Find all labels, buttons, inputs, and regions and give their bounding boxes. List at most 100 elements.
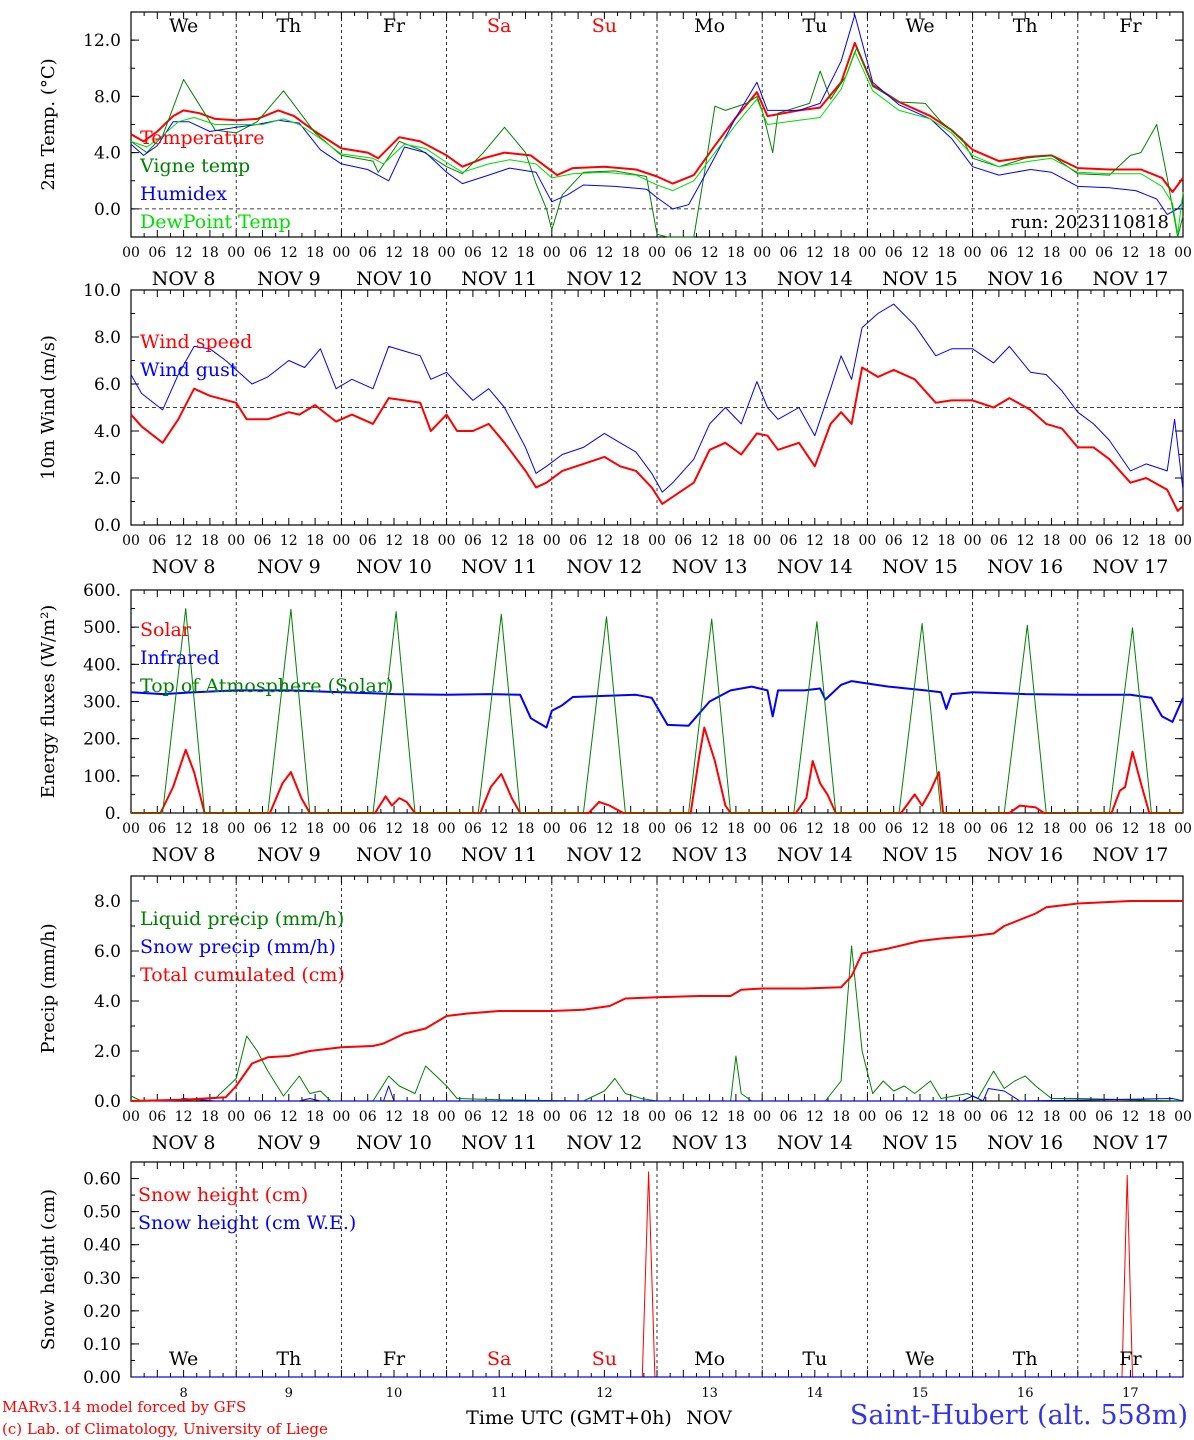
legend-entry: Wind speed	[140, 331, 252, 353]
date-label: NOV 13	[672, 1132, 748, 1154]
legend-entry: Snow height (cm)	[138, 1184, 308, 1206]
day-name-label: Sa	[487, 15, 511, 37]
y-tick-label: 0.30	[83, 1269, 121, 1289]
hour-label: 18	[201, 1109, 219, 1125]
hour-label: 06	[674, 1109, 692, 1125]
hour-label: 00	[122, 533, 140, 549]
hour-label: 12	[806, 533, 824, 549]
hour-label: 12	[280, 245, 298, 261]
station-title: Saint-Hubert (alt. 558m)	[849, 1400, 1188, 1431]
hour-label: 06	[885, 245, 903, 261]
hour-label: 00	[648, 1109, 666, 1125]
hour-label: 18	[1043, 533, 1061, 549]
hour-label: 12	[1016, 245, 1034, 261]
y-axis-label: 2m Temp. (°C)	[38, 58, 59, 190]
date-label: NOV 8	[152, 268, 216, 290]
day-name-label: We	[905, 1348, 934, 1370]
y-tick-label: 0.20	[83, 1302, 121, 1322]
hour-label: 18	[411, 533, 429, 549]
hour-label: 00	[227, 1109, 245, 1125]
hour-label: 12	[1016, 533, 1034, 549]
date-label: NOV 17	[1092, 556, 1168, 578]
hour-label: 12	[911, 1109, 929, 1125]
hour-label: 00	[227, 821, 245, 837]
hour-label: 00	[753, 821, 771, 837]
hour-label: 00	[964, 821, 982, 837]
hour-label: 06	[148, 1109, 166, 1125]
hour-label: 12	[806, 821, 824, 837]
hour-label: 12	[490, 1109, 508, 1125]
hour-label: 18	[201, 821, 219, 837]
date-label: NOV 12	[566, 556, 642, 578]
hour-label: 18	[411, 245, 429, 261]
day-number-label: 12	[596, 1386, 613, 1401]
y-tick-label: 8.0	[94, 328, 121, 348]
y-tick-label: 4.0	[94, 422, 121, 442]
hour-label: 06	[254, 1109, 272, 1125]
hour-label: 06	[359, 245, 377, 261]
y-tick-label: 0.0	[94, 516, 121, 536]
hour-label: 12	[1121, 1109, 1139, 1125]
y-axis-label: Energy fluxes (W/m²)	[38, 605, 59, 799]
hour-label: 12	[280, 533, 298, 549]
hour-label: 12	[1121, 245, 1139, 261]
hour-label: 18	[727, 1109, 745, 1125]
hour-label: 00	[438, 245, 456, 261]
y-tick-label: 200.	[83, 730, 121, 750]
series-line-wind-gust	[130, 303, 1184, 493]
hour-label: 06	[254, 245, 272, 261]
date-label: NOV 15	[882, 268, 958, 290]
hour-label: 06	[569, 533, 587, 549]
day-name-label: We	[169, 1348, 198, 1370]
hour-label: 18	[1148, 533, 1166, 549]
date-label: NOV 8	[152, 1132, 216, 1154]
y-tick-label: 10.0	[83, 281, 121, 301]
hour-label: 06	[885, 821, 903, 837]
hour-label: 00	[332, 245, 350, 261]
day-name-label: Sa	[487, 1348, 511, 1370]
hour-label: 18	[937, 533, 955, 549]
day-number-label: 14	[807, 1386, 824, 1401]
hour-label: 06	[148, 821, 166, 837]
hour-label: 18	[306, 533, 324, 549]
date-label: NOV 8	[152, 844, 216, 866]
legend-entry: Wind gust	[140, 359, 238, 381]
hour-label: 12	[595, 1109, 613, 1125]
day-name-label: Th	[1013, 1348, 1038, 1370]
hour-label: 06	[148, 533, 166, 549]
panel-5: 0.00 0.10 0.20 0.30 0.40 0.50 0.60 Snow height …	[38, 1161, 1184, 1429]
date-label: NOV 10	[356, 556, 432, 578]
date-label: NOV 12	[566, 844, 642, 866]
y-tick-label: 4.0	[94, 144, 121, 164]
hour-label: 12	[490, 821, 508, 837]
date-label: NOV 15	[882, 556, 958, 578]
date-label: NOV 9	[257, 268, 321, 290]
y-tick-label: 0.10	[83, 1335, 121, 1355]
legend-entry: Total cumulated (cm)	[140, 964, 345, 986]
date-label: NOV 14	[777, 268, 853, 290]
hour-label: 06	[780, 245, 798, 261]
hour-label: 06	[254, 533, 272, 549]
series-line-top-of-atmosphere-solar	[131, 608, 1183, 814]
y-tick-label: 600.	[83, 581, 121, 601]
hour-label: 00	[332, 821, 350, 837]
hour-label: 06	[990, 1109, 1008, 1125]
hour-label: 12	[490, 533, 508, 549]
day-name-label: Su	[592, 1348, 617, 1370]
day-number-label: 10	[386, 1386, 403, 1401]
day-number-label: 8	[179, 1386, 187, 1401]
date-label: NOV 9	[257, 556, 321, 578]
hour-label: 12	[1121, 533, 1139, 549]
hour-label: 18	[832, 533, 850, 549]
hour-label: 12	[175, 1109, 193, 1125]
hour-label: 06	[780, 1109, 798, 1125]
hour-label: 06	[674, 533, 692, 549]
x-axis-unit: NOV	[686, 1407, 732, 1429]
date-label: NOV 10	[356, 268, 432, 290]
hour-label: 00	[648, 245, 666, 261]
hour-label: 00	[543, 533, 561, 549]
y-axis-label: Snow height (cm)	[38, 1189, 59, 1350]
hour-label: 12	[175, 821, 193, 837]
date-label: NOV 15	[882, 844, 958, 866]
hour-label: 06	[359, 821, 377, 837]
